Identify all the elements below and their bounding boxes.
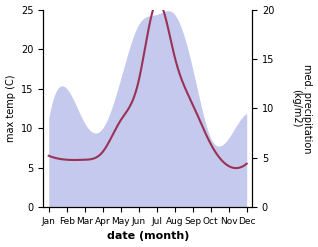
X-axis label: date (month): date (month) <box>107 231 189 242</box>
Y-axis label: max temp (C): max temp (C) <box>5 75 16 142</box>
Y-axis label: med. precipitation
(kg/m2): med. precipitation (kg/m2) <box>291 64 313 153</box>
